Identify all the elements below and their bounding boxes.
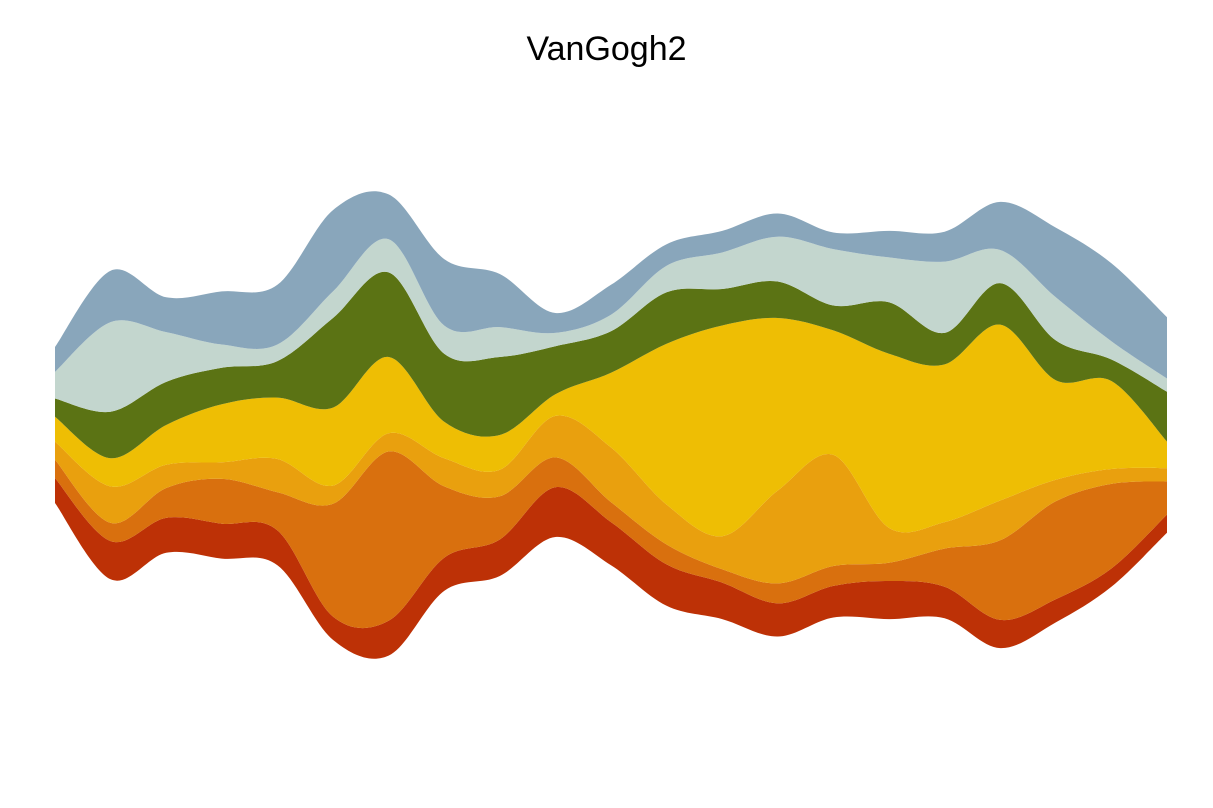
stream-layer-6	[55, 236, 1167, 413]
stream-layer-1	[55, 478, 1167, 659]
stream-layer-4	[55, 317, 1167, 537]
stream-layers	[55, 191, 1167, 659]
stream-layer-5	[55, 271, 1167, 459]
stream-layer-2	[55, 451, 1167, 629]
stream-layer-7	[55, 191, 1167, 379]
chart-title: VanGogh2	[526, 30, 687, 68]
stream-layer-3	[55, 415, 1167, 584]
